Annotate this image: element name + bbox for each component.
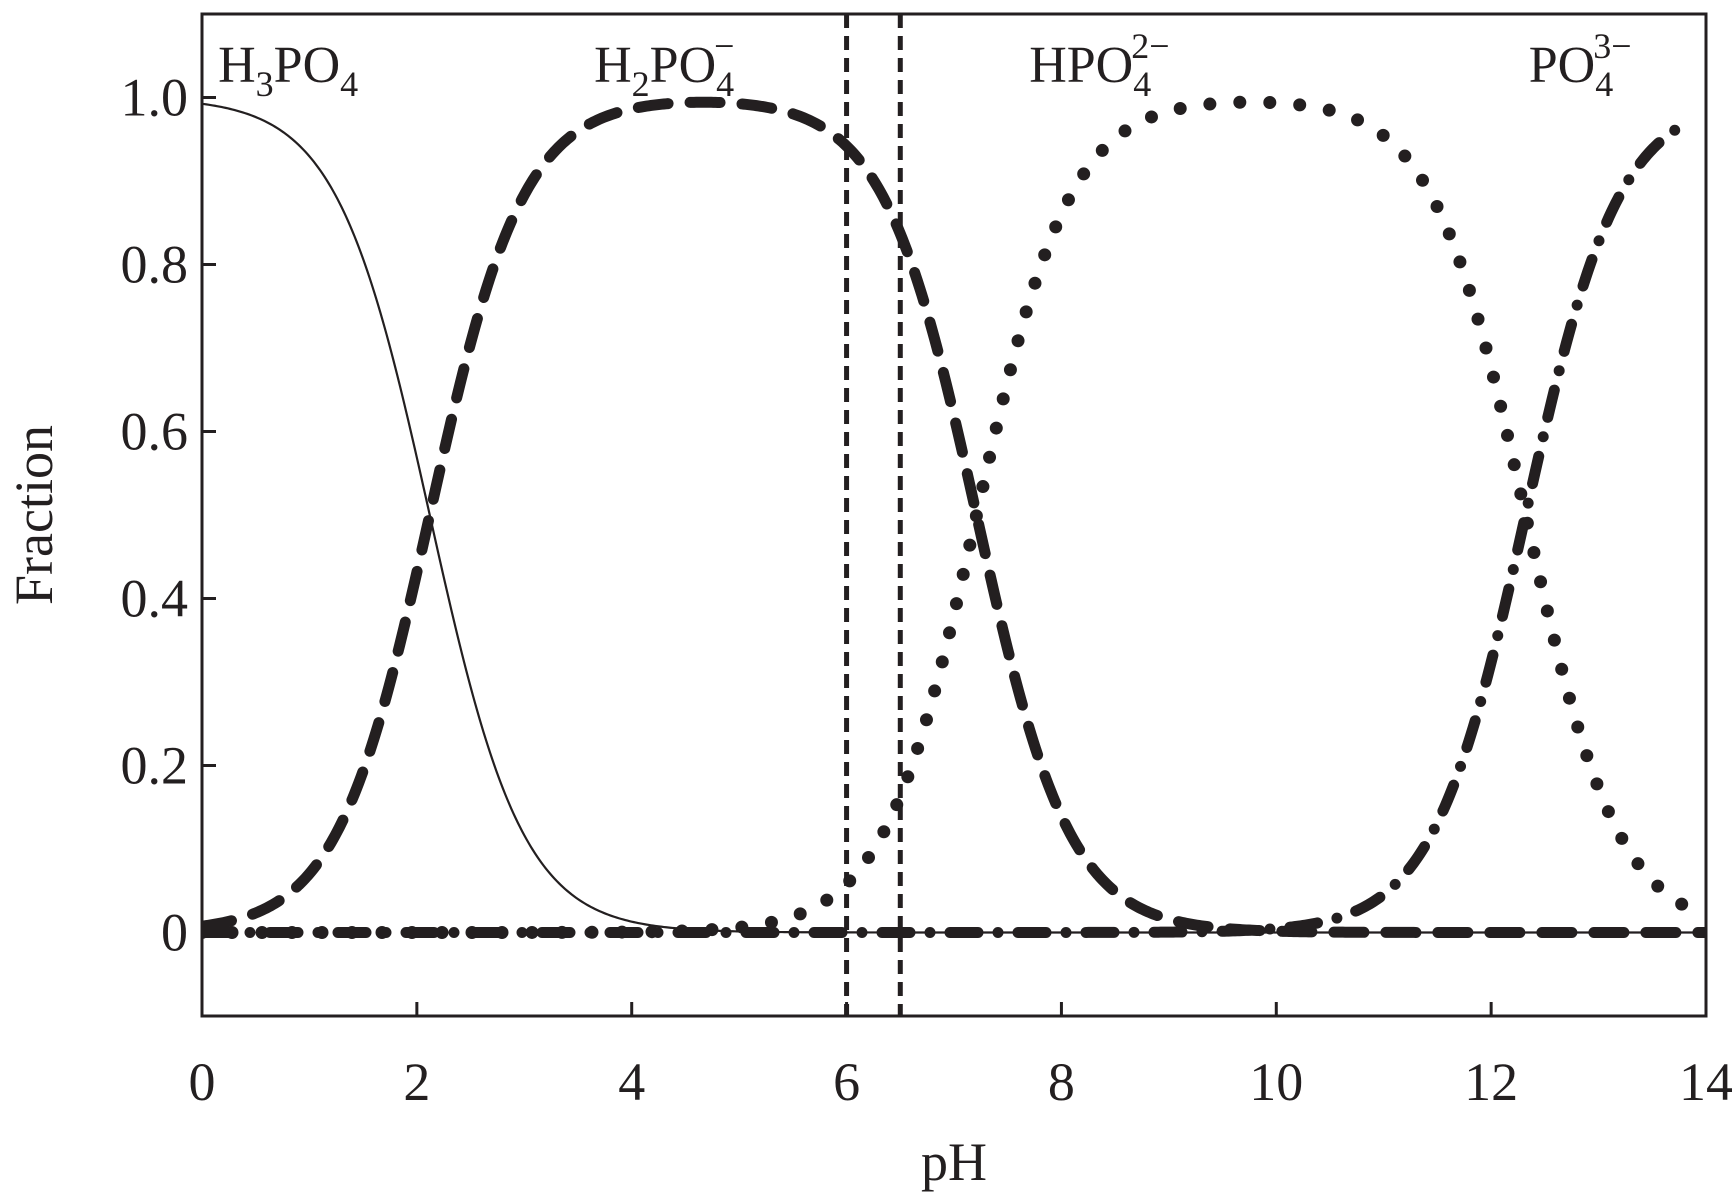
species-label-part: 2−: [1131, 26, 1169, 66]
species-label: H3PO4: [218, 37, 358, 104]
species-label: HPO42−: [1029, 26, 1169, 104]
y-tick-label: 0.4: [121, 569, 189, 629]
species-label-part: H: [218, 37, 256, 94]
species-label-part: H: [594, 37, 632, 94]
x-tick-label: 8: [1048, 1052, 1075, 1112]
y-axis-ticks: 0 0.2 0.4 0.6 0.8 1.0: [121, 68, 216, 963]
y-tick-label: 1.0: [121, 68, 189, 128]
species-label-part: 4: [1595, 64, 1613, 104]
reference-lines: [844, 14, 903, 1016]
species-label-part: PO: [1529, 37, 1595, 94]
species-label-part: 3: [256, 64, 274, 104]
y-tick-label: 0.8: [121, 235, 189, 295]
plot-frame: [200, 12, 1708, 1018]
y-axis-title: Fraction: [4, 425, 64, 605]
species-label-part: 4: [716, 64, 734, 104]
series-line: [202, 96, 1706, 938]
species-curves: [202, 95, 1706, 939]
species-label-part: 4: [1133, 64, 1151, 104]
x-axis-title: pH: [921, 1132, 987, 1192]
x-tick-label: 14: [1679, 1052, 1732, 1112]
x-axis-ticks: 0 2 4 6 8 10 12 14: [189, 1002, 1732, 1112]
species-label-part: PO: [650, 37, 716, 94]
species-label: H2PO4−: [594, 26, 734, 104]
species-label: PO43−: [1529, 26, 1632, 104]
species-label-part: 3−: [1593, 26, 1631, 66]
x-tick-label: 10: [1249, 1052, 1303, 1112]
species-label-part: 2: [632, 64, 650, 104]
species-label-part: −: [714, 26, 734, 66]
x-tick-label: 4: [618, 1052, 645, 1112]
species-label-part: 4: [340, 64, 358, 104]
x-tick-label: 6: [833, 1052, 860, 1112]
x-tick-label: 0: [189, 1052, 216, 1112]
series-line: [202, 115, 1696, 938]
y-tick-label: 0: [161, 903, 188, 963]
x-tick-label: 2: [403, 1052, 430, 1112]
species-label-part: HPO: [1029, 37, 1133, 94]
x-tick-label: 12: [1464, 1052, 1518, 1112]
y-tick-label: 0.2: [121, 736, 189, 796]
species-labels: H3PO4 H2PO4− HPO42− PO43−: [218, 26, 1631, 104]
y-tick-label: 0.6: [121, 402, 189, 462]
species-label-part: PO: [274, 37, 340, 94]
